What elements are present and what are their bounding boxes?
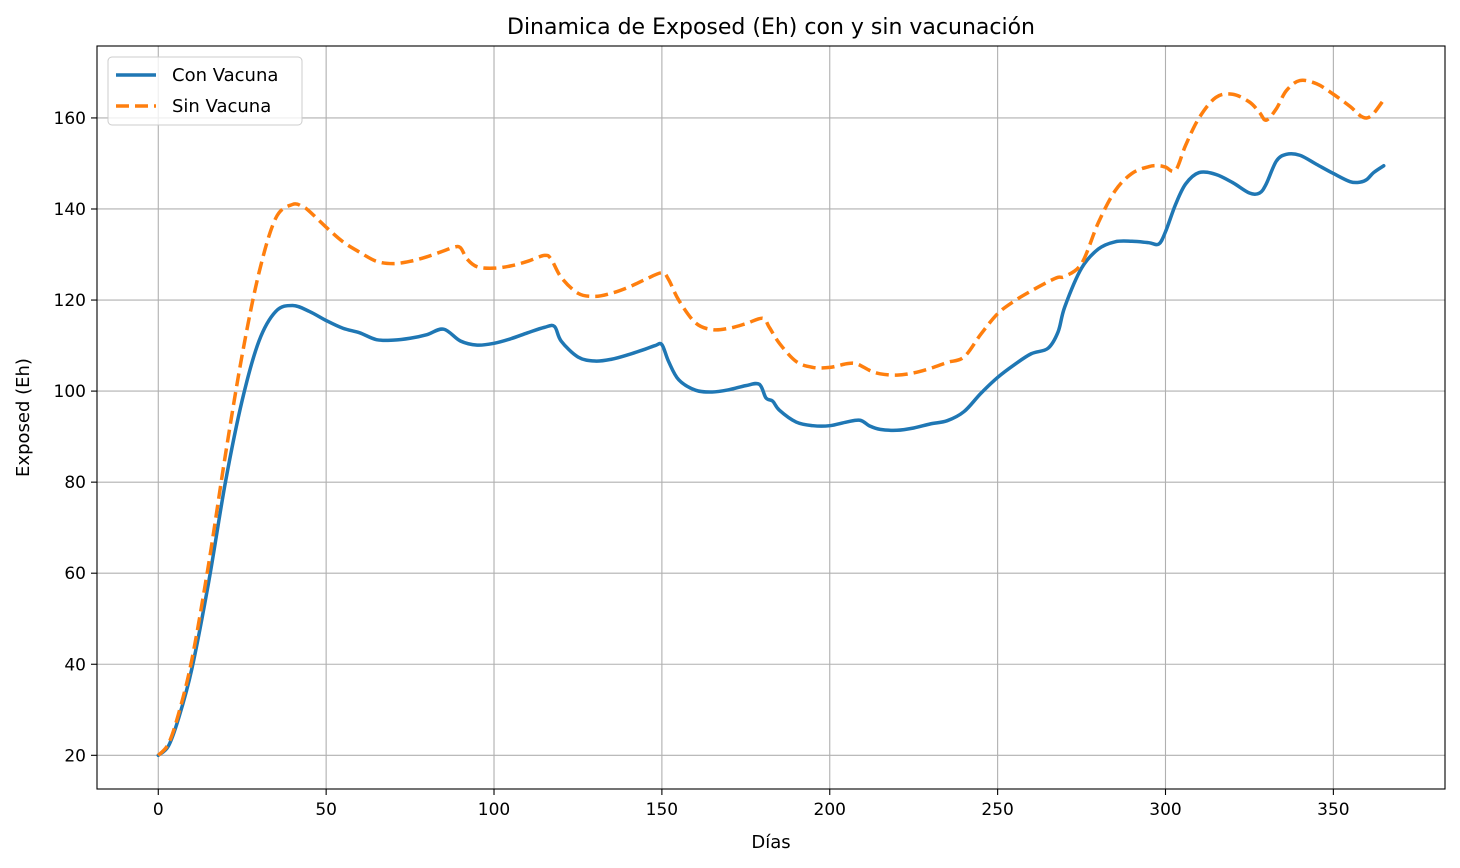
series-line-sin-vacuna [156, 78, 1386, 757]
x-tick-label: 150 [646, 800, 678, 820]
series-line-con-vacuna [156, 152, 1386, 758]
ticks: 0 50 100 150 200 250 300 350 20 40 60 80 100 120 140 16… [54, 109, 1350, 820]
x-tick-label: 350 [1317, 800, 1349, 820]
y-axis-label: Exposed (Eh) [13, 358, 34, 477]
y-tick-label: 80 [64, 473, 86, 493]
y-tick-label: 160 [54, 109, 86, 129]
y-tick-label: 20 [64, 746, 86, 766]
x-tick-label: 200 [814, 800, 846, 820]
y-tick-label: 140 [54, 200, 86, 220]
y-tick-label: 100 [54, 382, 86, 402]
axes-frame [96, 45, 1446, 790]
series-layer [156, 78, 1386, 758]
grid [97, 46, 1445, 789]
y-tick-label: 40 [64, 655, 86, 675]
x-tick-label: 0 [153, 800, 164, 820]
legend: Con Vacuna Sin Vacuna [107, 56, 303, 126]
chart-title: Dinamica de Exposed (Eh) con y sin vacun… [507, 15, 1035, 40]
x-tick-label: 100 [478, 800, 510, 820]
x-tick-label: 300 [1149, 800, 1181, 820]
legend-label-sin-vacuna: Sin Vacuna [172, 96, 271, 117]
x-axis-label: Días [751, 832, 790, 853]
legend-label-con-vacuna: Con Vacuna [172, 65, 278, 86]
y-tick-label: 120 [54, 291, 86, 311]
x-tick-label: 50 [315, 800, 337, 820]
y-tick-label: 60 [64, 564, 86, 584]
legend-box [107, 56, 303, 126]
x-tick-label: 250 [981, 800, 1013, 820]
